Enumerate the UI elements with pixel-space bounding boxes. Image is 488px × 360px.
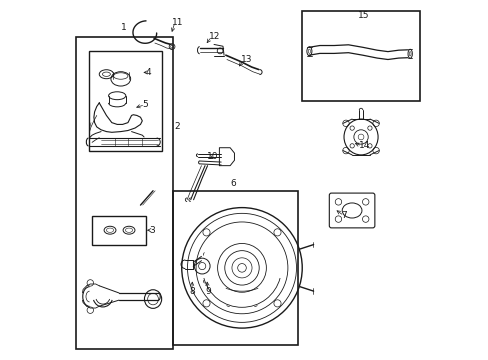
Text: 13: 13 <box>241 55 252 64</box>
Text: 2: 2 <box>174 122 180 131</box>
Text: 11: 11 <box>172 18 183 27</box>
Text: 15: 15 <box>357 10 368 19</box>
Text: 6: 6 <box>230 179 235 188</box>
Text: 12: 12 <box>208 32 220 41</box>
Text: 10: 10 <box>206 152 218 161</box>
Text: 4: 4 <box>145 68 151 77</box>
Bar <box>88 51 162 151</box>
Text: 14: 14 <box>359 141 370 150</box>
Bar <box>92 216 145 244</box>
Bar <box>172 191 298 345</box>
Text: 9: 9 <box>204 287 210 296</box>
Text: 5: 5 <box>142 100 148 109</box>
Text: 7: 7 <box>341 211 346 220</box>
Text: 8: 8 <box>188 287 194 296</box>
Bar <box>301 12 419 101</box>
Bar <box>76 37 172 348</box>
Text: 1: 1 <box>121 23 126 32</box>
Text: 3: 3 <box>149 226 155 235</box>
